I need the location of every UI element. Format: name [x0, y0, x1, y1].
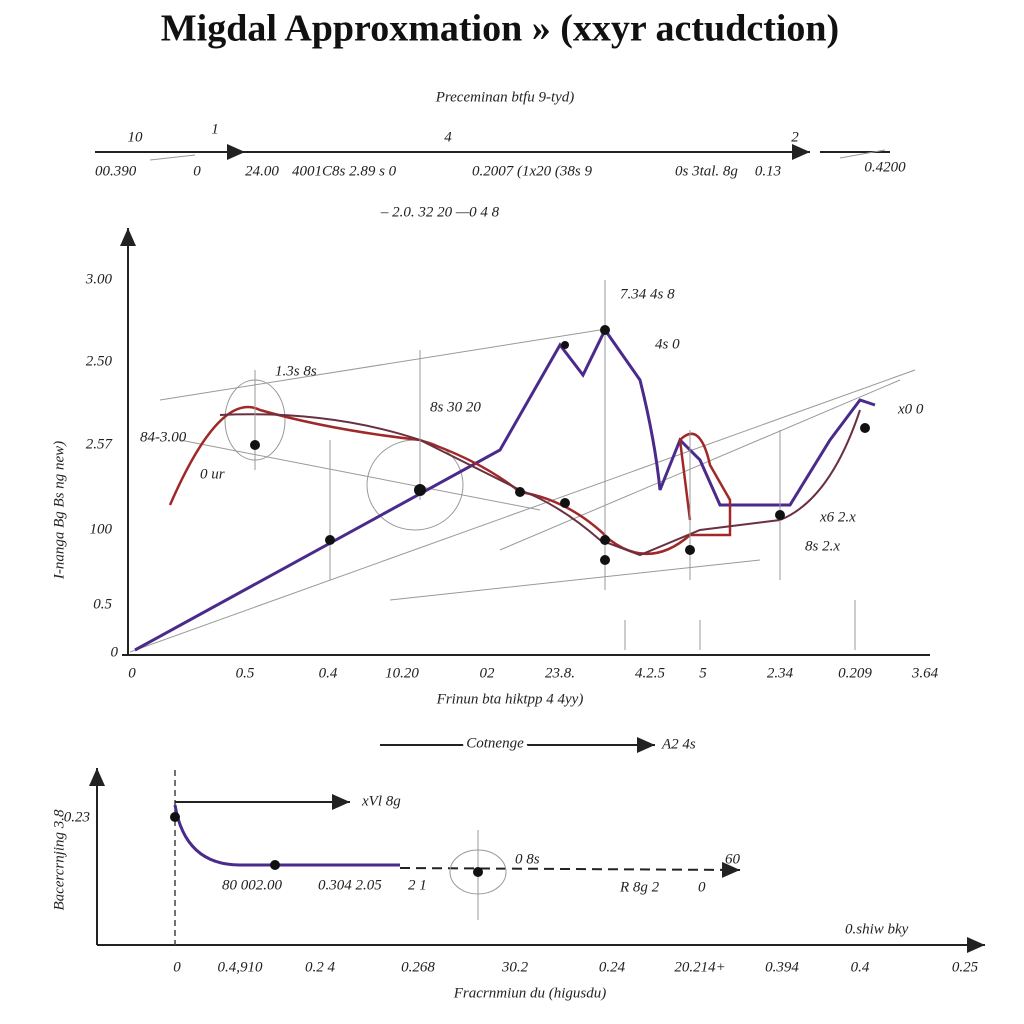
x-tick-label: 0.24 — [599, 959, 626, 975]
x-tick-label: 0.209 — [838, 665, 872, 681]
y-tick-label: 0 — [111, 644, 119, 660]
main-annotations: 7.34 4s 8 1.3s 8s 84-3.00 8s 30 20 0 ur … — [140, 286, 924, 554]
x-tick-label: 0.4 — [851, 959, 870, 975]
bottom-curve — [173, 804, 400, 867]
red-curve — [168, 405, 732, 555]
annotation: 84-3.00 — [140, 429, 187, 445]
annotation: 0 ur — [200, 466, 225, 482]
x-tick-label: 0.4,910 — [218, 959, 264, 975]
top-label: 24.00 — [245, 163, 279, 179]
top-label: 4001C8s 2.89 s 0 — [292, 163, 397, 179]
vertical-ticks — [254, 280, 856, 650]
annotation: 8s 30 20 — [430, 399, 481, 415]
annotation: 4s 0 — [655, 336, 680, 352]
x-tick-label: 5 — [699, 665, 707, 681]
annotation: x6 2.x — [819, 509, 856, 525]
top-label: 0.13 — [755, 163, 781, 179]
annotation: 7.34 4s 8 — [620, 286, 675, 302]
x-tick-label: 2.34 — [767, 665, 794, 681]
main-subtitle: – 2.0. 32 20 —0 4 8 — [380, 204, 500, 220]
x-tick-label: 23.8. — [545, 665, 575, 681]
bottom-x-label: Fracrnmiun du (higusdu) — [453, 985, 607, 1001]
x-tick-label: 0.268 — [401, 959, 435, 975]
bottom-y-label: Bacercrnjing 3.8 — [51, 809, 67, 911]
main-y-ticks: 3.00 2.50 2.57 100 0.5 0 — [85, 271, 119, 660]
main-x-label: Frinun bta hiktpp 4 4yy) — [436, 691, 584, 707]
y-tick-label: 0.5 — [93, 596, 112, 612]
x-tick-label: 0.5 — [236, 665, 255, 681]
y-tick-label: 2.50 — [86, 353, 113, 369]
top-label: 00.390 — [95, 163, 137, 179]
bottom-points — [170, 812, 483, 877]
legend-right: A2 4s — [661, 736, 696, 752]
top-labels: 00.390 0 24.00 4001C8s 2.89 s 0 0.2007 (… — [95, 159, 906, 179]
y-tick-label: 3.00 — [85, 271, 113, 287]
annotation: x0 0 — [897, 401, 924, 417]
top-mark: 2 — [791, 129, 799, 145]
top-caption: Preceminan btfu 9-tyd) — [435, 89, 575, 105]
top-label: 0s 3tal. 8g — [675, 163, 738, 179]
top-label: 0.4200 — [864, 159, 906, 175]
x-tick-label: 0 — [128, 665, 136, 681]
x-tick-label: 0.2 4 — [305, 959, 336, 975]
bottom-dashed-line — [399, 861, 741, 878]
annotation: 2 1 — [408, 877, 427, 893]
annotation: 0 8s — [515, 851, 540, 867]
annotation: 60 — [725, 851, 741, 867]
y-tick-label: 2.57 — [86, 436, 114, 452]
x-tick-label: 10.20 — [385, 665, 419, 681]
x-tick-label: 02 — [480, 665, 496, 681]
x-tick-label: 20.214+ — [674, 959, 725, 975]
top-label: 0 — [193, 163, 201, 179]
main-curves — [129, 280, 916, 653]
annotation: 0.shiw bky — [845, 921, 909, 937]
bottom-annotations: xVl 8g 80 002.00 0.304 2.05 2 1 0 8s R 8… — [222, 793, 909, 937]
annotation: 1.3s 8s — [275, 363, 317, 379]
x-tick-label: 4.2.5 — [635, 665, 666, 681]
annotation: R 8g 2 — [619, 879, 660, 895]
y-tick-label: 100 — [90, 521, 113, 537]
annotation: 0 — [698, 879, 706, 895]
top-label: 0.2007 (1x20 (38s 9 — [472, 163, 592, 179]
main-x-ticks: 0 0.5 0.4 10.20 02 23.8. 4.2.5 5 2.34 0.… — [128, 665, 938, 681]
title: Migdal Approxmation » (xxyr actudction) — [161, 8, 839, 50]
x-tick-label: 0.394 — [765, 959, 799, 975]
bottom-y-tick: 0.23 — [64, 809, 90, 825]
x-tick-label: 30.2 — [501, 959, 529, 975]
purple-curve — [134, 327, 876, 652]
annotation: 0.304 2.05 — [318, 877, 382, 893]
legend-left: Cotnenge — [466, 735, 524, 751]
main-y-label: I-nanga Bg Bs ng new) — [51, 441, 67, 580]
annotation: 8s 2.x — [805, 538, 840, 554]
x-tick-label: 3.64 — [911, 665, 939, 681]
top-mark: 1 — [211, 121, 219, 137]
guide-lines — [129, 329, 916, 653]
top-mark: 10 — [128, 129, 144, 145]
x-tick-label: 0 — [173, 959, 181, 975]
bottom-x-ticks: 0 0.4,910 0.2 4 0.268 30.2 0.24 20.214+ … — [173, 959, 978, 975]
x-tick-label: 0.25 — [952, 959, 979, 975]
x-tick-label: 0.4 — [319, 665, 338, 681]
top-strokes — [149, 149, 886, 161]
points — [250, 325, 870, 565]
annotation: xVl 8g — [361, 793, 401, 809]
annotation: 80 002.00 — [222, 877, 283, 893]
top-mark: 4 — [444, 129, 452, 145]
top-marks: 10 1 4 2 — [128, 121, 800, 145]
